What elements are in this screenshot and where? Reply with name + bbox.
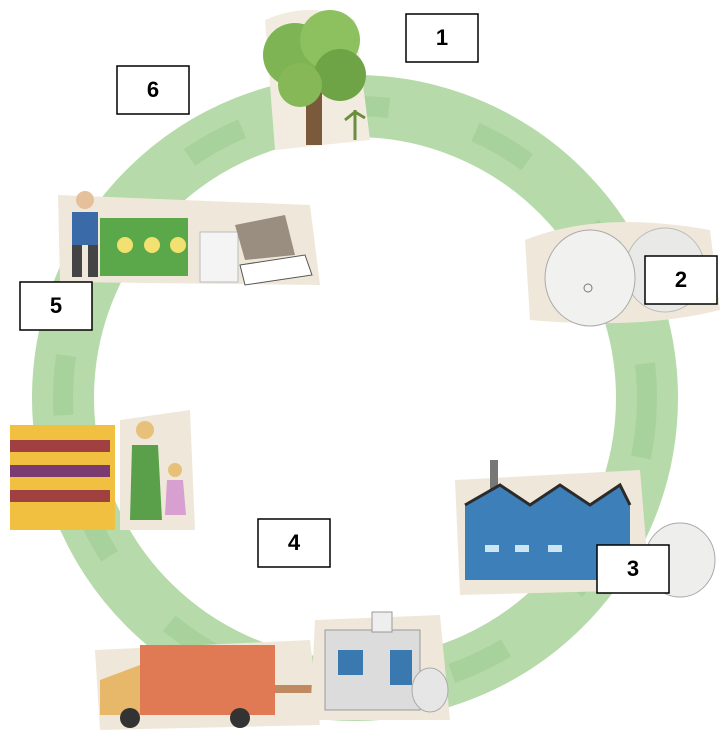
- label-1: 1: [406, 14, 478, 62]
- shop-and-customers: [10, 410, 195, 530]
- label-4: 4: [258, 519, 330, 567]
- label-5: 5: [20, 282, 92, 330]
- label-text: 4: [288, 530, 301, 555]
- label-text: 3: [627, 556, 639, 581]
- label-2: 2: [645, 256, 717, 304]
- cycle-ring: [63, 106, 647, 690]
- recycling-bins-and-person: [58, 191, 320, 285]
- recycling-diagram: 1 2 3 4 5 6: [0, 0, 724, 740]
- label-6: 6: [117, 66, 189, 114]
- label-text: 5: [50, 293, 62, 318]
- label-text: 1: [436, 25, 448, 50]
- factory: [455, 460, 715, 597]
- tree: [263, 10, 370, 150]
- label-text: 6: [147, 77, 159, 102]
- label-text: 2: [675, 267, 687, 292]
- label-3: 3: [597, 545, 669, 593]
